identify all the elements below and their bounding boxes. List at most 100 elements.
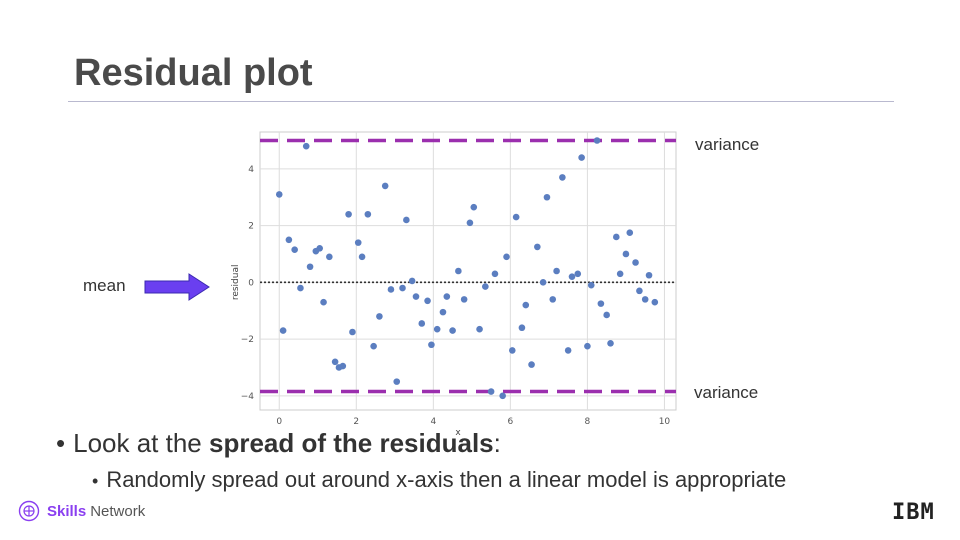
bullet1-prefix: Look at the (73, 428, 209, 458)
bullet1-bold: spread of the residuals (209, 428, 494, 458)
bullet2-text: Randomly spread out around x-axis then a… (106, 467, 787, 492)
bullet-dot: • (56, 428, 66, 458)
data-point (564, 347, 572, 354)
data-point (487, 388, 495, 395)
x-tick-label: 2 (353, 417, 359, 427)
data-point (381, 182, 389, 190)
data-point (403, 216, 410, 224)
data-point (651, 298, 659, 306)
data-point (408, 277, 416, 285)
brand-skills: Skills (47, 502, 87, 520)
x-tick-label: 4 (430, 417, 436, 427)
data-point (587, 281, 595, 289)
data-point (482, 283, 489, 290)
data-point (503, 253, 510, 261)
data-point (512, 213, 520, 221)
data-point (433, 325, 441, 333)
x-tick-label: 6 (508, 417, 514, 427)
data-point (559, 174, 566, 181)
data-point (320, 298, 327, 306)
data-point (470, 203, 478, 211)
skills-network-logo: Skills Network (18, 500, 145, 522)
bullet-dot: • (92, 471, 99, 491)
skills-network-icon (18, 500, 40, 522)
data-point (612, 233, 620, 241)
variance-top-label: variance (695, 135, 760, 154)
data-point (499, 392, 506, 400)
bullet1-suffix: : (493, 428, 501, 458)
y-tick-label: 2 (248, 222, 254, 232)
data-point (522, 301, 530, 309)
data-point (534, 243, 541, 251)
x-tick-label: 0 (276, 417, 282, 427)
data-point (291, 246, 298, 254)
data-point (428, 341, 435, 349)
data-point (302, 142, 310, 150)
data-point (306, 263, 314, 271)
y-tick-label: 4 (248, 165, 254, 175)
data-point (349, 328, 356, 336)
data-point (584, 342, 591, 350)
bullet-list: • Look at the spread of the residuals: • R… (56, 428, 786, 493)
data-point (632, 259, 639, 266)
data-point (275, 191, 283, 198)
title-divider (68, 101, 894, 102)
residual-plot-svg: 0 2 4 6 8 10 −4 −2 0 2 4 x residual (231, 131, 677, 438)
data-point (603, 311, 610, 319)
variance-bottom-label: variance (694, 383, 759, 402)
data-point (339, 362, 347, 370)
data-point (364, 210, 372, 218)
data-point (518, 324, 526, 332)
y-axis-label: residual (231, 265, 241, 301)
bullet-item-1: • Look at the spread of the residuals: (56, 428, 786, 459)
data-point (297, 284, 304, 292)
data-point (593, 137, 601, 144)
data-point (370, 342, 377, 350)
data-point (641, 296, 649, 303)
y-tick-label: −4 (241, 392, 255, 402)
x-axis-label: x (455, 428, 461, 438)
data-point (418, 320, 426, 327)
data-point (326, 253, 333, 261)
plot-area (259, 131, 677, 411)
data-point (476, 325, 483, 333)
data-point (345, 210, 352, 218)
data-point (626, 229, 634, 237)
data-point (358, 253, 366, 261)
residual-plot: 0 2 4 6 8 10 −4 −2 0 2 4 x residual (220, 120, 690, 445)
data-point (399, 284, 406, 292)
data-point (574, 270, 582, 278)
data-point (376, 313, 383, 320)
data-point (449, 327, 456, 334)
data-point (578, 154, 585, 161)
data-point (393, 378, 401, 385)
data-point (528, 361, 535, 368)
x-tick-label: 8 (585, 417, 591, 427)
data-point (354, 239, 362, 246)
data-point (616, 270, 624, 278)
data-point (568, 273, 576, 280)
data-point (443, 293, 451, 300)
x-tick-label: 10 (659, 417, 671, 427)
data-point (316, 245, 324, 252)
data-point (539, 279, 547, 286)
data-point (460, 296, 468, 303)
data-point (622, 250, 630, 258)
data-point (387, 286, 395, 293)
data-point (491, 270, 499, 278)
data-point (508, 347, 516, 354)
data-point (607, 340, 614, 347)
data-point (549, 296, 557, 303)
data-point (466, 219, 474, 227)
data-point (331, 358, 339, 366)
data-point (597, 300, 605, 307)
data-point (285, 236, 293, 244)
ibm-logo: IBM (892, 500, 935, 525)
data-point (279, 327, 287, 334)
y-tick-label: −2 (241, 335, 254, 345)
data-point (455, 267, 462, 275)
data-point (424, 297, 431, 305)
data-point (412, 293, 420, 300)
bullet-item-2: • Randomly spread out around x-axis then … (92, 467, 786, 493)
brand-network: Network (90, 502, 146, 520)
